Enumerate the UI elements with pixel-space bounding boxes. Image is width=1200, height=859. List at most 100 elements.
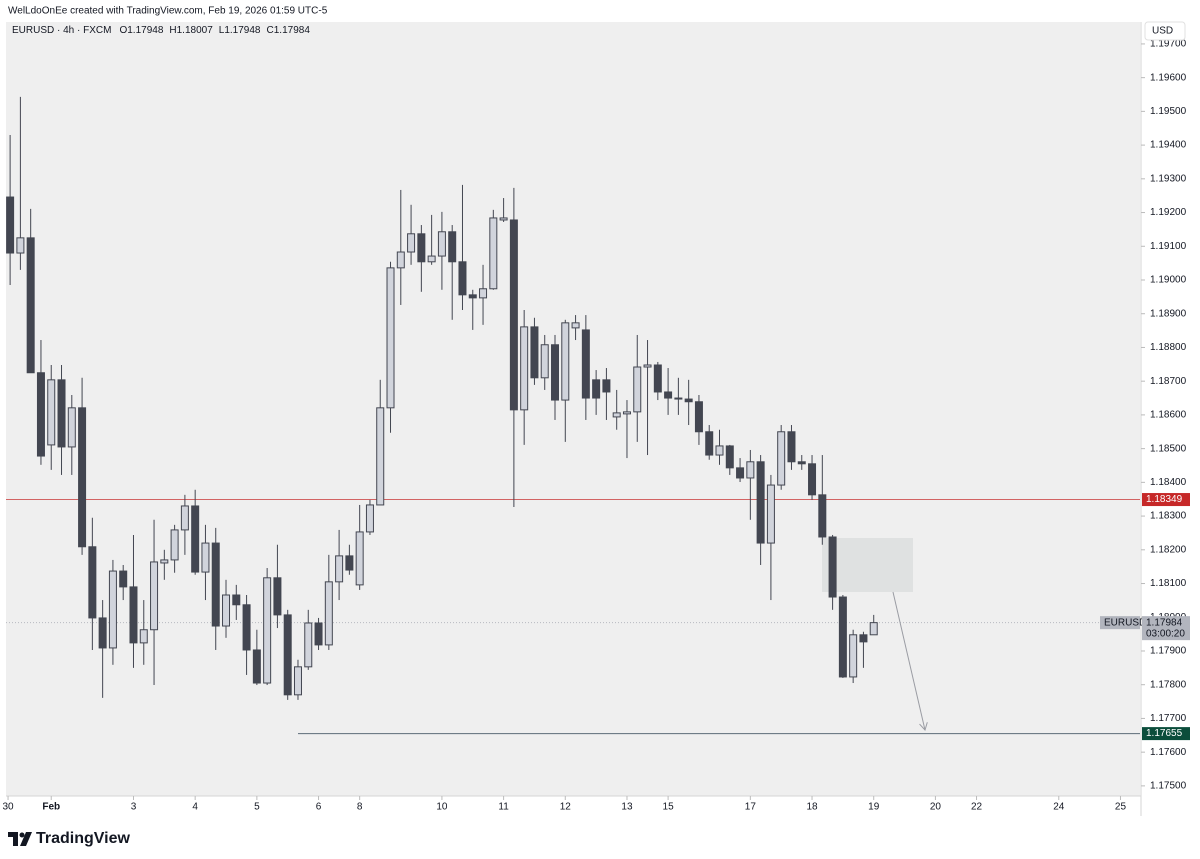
candle-body <box>365 504 374 533</box>
x-tick-label: 19 <box>868 802 880 813</box>
axes: 1.175001.176001.177001.178001.179001.180… <box>2 39 1190 813</box>
candle-body <box>674 397 683 400</box>
candle-body <box>468 294 477 299</box>
price-label: 1.18349 <box>1146 494 1183 505</box>
candle-body <box>448 231 457 263</box>
candle-body <box>108 570 117 649</box>
candle-body <box>561 322 570 401</box>
candle-body <box>551 344 560 401</box>
x-tick-label: 24 <box>1053 802 1065 813</box>
candle-body <box>201 542 210 573</box>
candle-body <box>437 231 446 257</box>
ohlc-value: 1.18007 <box>177 25 214 36</box>
y-tick-label: 1.18500 <box>1150 443 1187 454</box>
symbol-tag-box <box>1100 616 1140 630</box>
currency-box[interactable] <box>1144 21 1186 41</box>
candle-body <box>869 622 878 636</box>
candle-body <box>78 407 87 548</box>
candle-body <box>499 217 508 221</box>
x-tick-label: 30 <box>2 802 14 813</box>
price-label: 1.17655 <box>1146 728 1183 739</box>
candle-body <box>530 326 539 379</box>
x-tick-label: 13 <box>621 802 633 813</box>
candle-body <box>150 561 159 631</box>
y-tick-label: 1.19300 <box>1150 173 1187 184</box>
candle-body <box>838 596 847 678</box>
last-price-label: 1.17984 <box>1146 617 1183 628</box>
y-tick-label: 1.19500 <box>1150 106 1187 117</box>
y-tick-label: 1.18100 <box>1150 578 1187 589</box>
candle-body <box>756 461 765 544</box>
candle-body <box>849 634 858 678</box>
candle-body <box>633 366 642 413</box>
candle-body <box>715 445 724 456</box>
last-price-box <box>1142 616 1190 641</box>
candle-body <box>808 463 817 496</box>
y-tick-label: 1.18200 <box>1150 544 1187 555</box>
candle-body <box>335 555 344 583</box>
candle-body <box>314 622 323 646</box>
candle-body <box>602 379 611 393</box>
candle-body <box>540 344 549 379</box>
x-tick-label: 10 <box>436 802 448 813</box>
y-tick-label: 1.17600 <box>1150 747 1187 758</box>
x-tick-label: 22 <box>971 802 983 813</box>
candle-body <box>653 364 662 393</box>
candle-body <box>407 233 416 253</box>
candle-body <box>170 529 179 561</box>
y-tick-label: 1.17800 <box>1150 679 1187 690</box>
symbol-tag: EURUSD <box>1104 617 1146 628</box>
candle-body <box>293 666 302 696</box>
candle-body <box>180 505 189 531</box>
plot-area <box>6 22 1140 796</box>
legend-header: EURUSD · 4h · FXCM O1.17948 H1.18007 L1.179… <box>12 25 310 36</box>
x-tick-label: 25 <box>1115 802 1127 813</box>
candle-body <box>273 577 282 616</box>
y-tick-label: 1.18700 <box>1150 376 1187 387</box>
candle-body <box>622 411 631 415</box>
y-tick-label: 1.18600 <box>1150 410 1187 421</box>
candle-body <box>26 237 35 374</box>
x-tick-label: Feb <box>42 802 60 813</box>
ohlc-label: L <box>219 25 225 36</box>
ohlc-label: O <box>119 25 127 36</box>
candle-body <box>386 267 395 409</box>
candle-body <box>643 364 652 368</box>
candle-body <box>458 261 467 296</box>
candle-body <box>88 546 97 619</box>
candle-body <box>98 617 107 649</box>
y-tick-label: 1.18400 <box>1150 477 1187 488</box>
candle-body <box>263 577 272 684</box>
candle-body <box>509 219 518 411</box>
candle-body <box>797 461 806 465</box>
candle-body <box>67 407 76 448</box>
x-tick-label: 12 <box>560 802 572 813</box>
x-tick-label: 5 <box>254 802 260 813</box>
candle-body <box>581 329 590 399</box>
x-tick-label: 3 <box>131 802 137 813</box>
candle-body <box>160 559 169 564</box>
currency-label[interactable]: USD <box>1152 26 1173 37</box>
ohlc-value: 1.17948 <box>127 25 164 36</box>
candle-body <box>242 604 251 651</box>
candle-body <box>684 398 693 403</box>
candle-body <box>139 629 148 644</box>
y-tick-label: 1.19200 <box>1150 207 1187 218</box>
candle-body <box>489 217 498 290</box>
y-tick-label: 1.19400 <box>1150 140 1187 151</box>
x-tick-label: 11 <box>498 802 509 813</box>
candle-body <box>396 251 405 269</box>
y-tick-label: 1.18800 <box>1150 342 1187 353</box>
x-tick-label: 6 <box>316 802 322 813</box>
candle-body <box>345 555 354 571</box>
candle-body <box>571 322 580 329</box>
projection-arrow <box>892 591 928 731</box>
ohlc-label: H <box>169 25 176 36</box>
x-tick-label: 4 <box>192 802 198 813</box>
ohlc-value: 1.17948 <box>224 25 261 36</box>
zone-rectangle <box>822 538 913 592</box>
candle-body <box>787 431 796 463</box>
candle-body <box>664 391 673 399</box>
candles <box>6 96 878 700</box>
